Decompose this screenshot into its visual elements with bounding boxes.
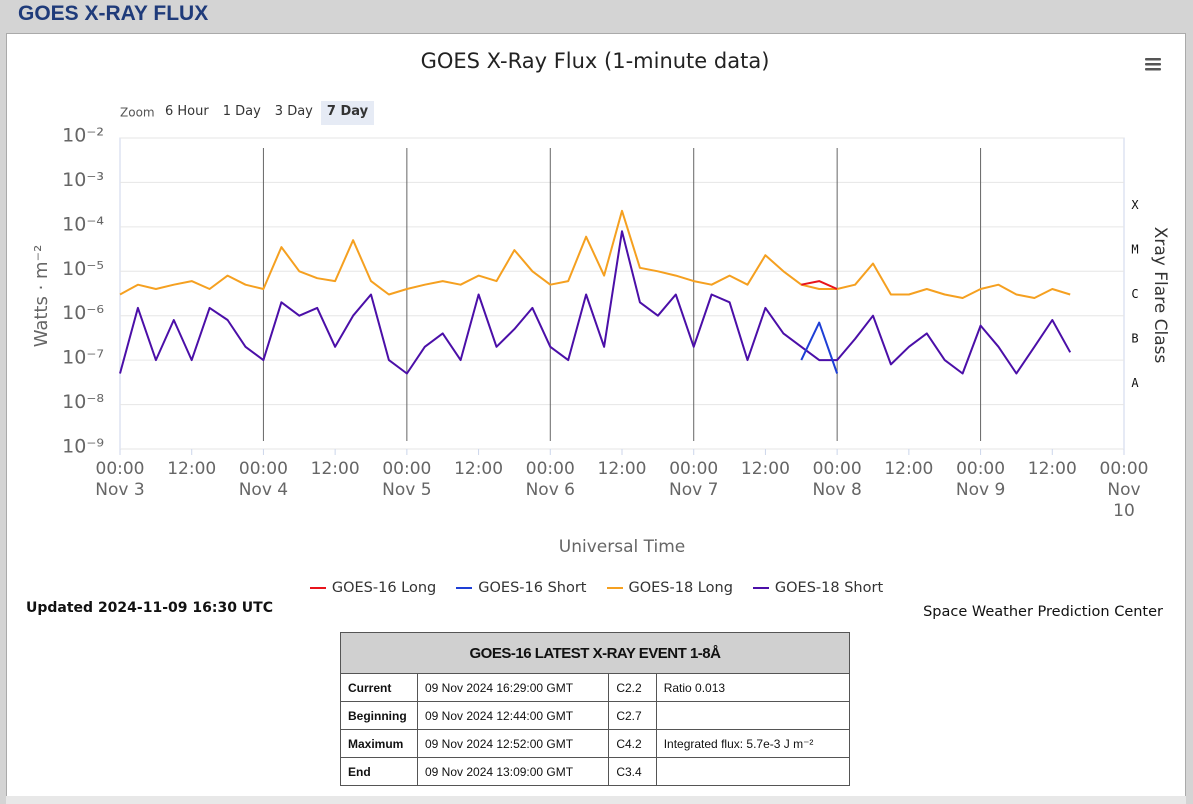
legend-item[interactable]: GOES-18 Short <box>752 580 884 596</box>
scrollbar[interactable] <box>6 796 1186 804</box>
x-tick-label: 12:00 <box>310 459 360 479</box>
legend-swatch <box>606 587 623 589</box>
table-cell: End <box>340 757 418 786</box>
zoom-button[interactable]: 7 Day <box>320 101 375 125</box>
table-title: GOES-16 LATEST X-RAY EVENT 1-8Å <box>340 632 850 674</box>
table-cell: C4.2 <box>608 729 657 758</box>
legend-item[interactable]: GOES-16 Short <box>456 580 587 596</box>
x-axis-title: Universal Time <box>559 537 685 557</box>
table-cell: 09 Nov 2024 13:09:00 GMT <box>416 757 610 786</box>
x-tick-label: 12:00 <box>884 459 934 479</box>
x-tick-label: 00:00 Nov 9 <box>955 459 1006 500</box>
table-cell: C3.4 <box>608 757 657 786</box>
legend-swatch <box>752 587 769 589</box>
table-row: Current 09 Nov 2024 16:29:00 GMT C2.2 Ratio… <box>340 673 851 702</box>
zoom-label: Zoom <box>120 106 155 120</box>
menu-bar[interactable] <box>1145 68 1161 71</box>
x-tick-label: 00:00 Nov 4 <box>238 459 289 500</box>
table-cell: Beginning <box>340 701 418 730</box>
series-line <box>119 230 1072 375</box>
chart-title: GOES X-Ray Flux (1-minute data) <box>421 49 770 73</box>
x-tick-label: 12:00 <box>454 459 504 479</box>
legend-label: GOES-16 Short <box>478 580 587 596</box>
table-cell: Integrated flux: 5.7e-3 J m⁻² <box>655 729 851 758</box>
y-tick-label: 10⁻⁵ <box>62 258 104 280</box>
x-tick-label: 12:00 <box>740 459 790 479</box>
legend: GOES-16 Long GOES-16 Short GOES-18 Long GOE… <box>0 580 1193 596</box>
x-tick-label: 00:00 Nov 10 <box>1099 459 1149 521</box>
y2-tick-label: X <box>1131 198 1139 212</box>
table-cell: Current <box>340 673 418 702</box>
table-cell: C2.2 <box>608 673 657 702</box>
x-tick-label: 00:00 Nov 7 <box>669 459 719 500</box>
y2-axis-title: Xray Flare Class <box>1150 227 1170 364</box>
legend-swatch <box>456 587 473 589</box>
menu-bar[interactable] <box>1145 63 1161 66</box>
x-tick-label: 00:00 Nov 6 <box>525 459 575 500</box>
y-tick-label: 10⁻³ <box>62 169 104 191</box>
table-cell: Maximum <box>340 729 418 758</box>
legend-label: GOES-18 Short <box>774 580 884 596</box>
series-line <box>801 280 838 290</box>
table-cell: Ratio 0.013 <box>655 673 851 702</box>
table-row: Maximum 09 Nov 2024 12:52:00 GMT C4.2 Integ… <box>340 729 851 758</box>
x-tick-label: 12:00 <box>597 459 647 479</box>
y2-tick-label: A <box>1131 376 1139 390</box>
x-tick-label: 12:00 <box>1027 459 1077 479</box>
plot-area <box>119 137 1125 450</box>
x-tick-label: 12:00 <box>167 459 217 479</box>
x-tick-label: 00:00 Nov 8 <box>812 459 862 500</box>
menu-bar[interactable] <box>1145 58 1161 61</box>
x-tick-label: 00:00 Nov 3 <box>95 459 145 500</box>
zoom-button[interactable]: 1 Day <box>222 104 261 119</box>
event-table: GOES-16 LATEST X-RAY EVENT 1-8Å Current 09… <box>340 632 851 786</box>
table-cell: 09 Nov 2024 12:52:00 GMT <box>416 729 610 758</box>
y-tick-label: 10⁻⁴ <box>62 213 104 235</box>
legend-label: GOES-18 Long <box>628 580 733 596</box>
table-cell-empty <box>655 757 851 786</box>
legend-swatch <box>309 587 326 589</box>
table-cell-empty <box>655 701 851 730</box>
y-tick-label: 10⁻⁹ <box>62 436 104 458</box>
y2-tick-label: M <box>1131 243 1138 257</box>
credit-text: Space Weather Prediction Center <box>923 604 1163 620</box>
legend-item[interactable]: GOES-18 Long <box>606 580 733 596</box>
table-cell: 09 Nov 2024 12:44:00 GMT <box>416 701 610 730</box>
x-tick-label: 00:00 Nov 5 <box>382 459 432 500</box>
page-header: GOES X-RAY FLUX <box>18 2 209 25</box>
updated-text: Updated 2024-11-09 16:30 UTC <box>26 600 273 616</box>
y2-tick-label: C <box>1131 287 1138 301</box>
y-tick-label: 10⁻⁶ <box>62 302 104 324</box>
y-tick-label: 10⁻² <box>62 125 104 147</box>
table-row: End 09 Nov 2024 13:09:00 GMT C3.4 <box>340 757 851 786</box>
y-tick-label: 10⁻⁸ <box>62 391 104 413</box>
zoom-button[interactable]: 6 Hour <box>165 104 209 119</box>
series-line <box>119 209 1071 299</box>
menu-icon[interactable] <box>1145 58 1161 71</box>
zoom-button[interactable]: 3 Day <box>274 104 313 119</box>
legend-item[interactable]: GOES-16 Long <box>309 580 437 596</box>
table-row: Beginning 09 Nov 2024 12:44:00 GMT C2.7 <box>340 701 851 730</box>
y-axis-title: Watts · m⁻² <box>31 245 52 348</box>
table-cell: C2.7 <box>608 701 657 730</box>
y-tick-label: 10⁻⁷ <box>62 347 104 369</box>
y2-tick-label: B <box>1131 331 1138 345</box>
legend-label: GOES-16 Long <box>331 580 437 596</box>
table-cell: 09 Nov 2024 16:29:00 GMT <box>416 673 610 702</box>
series-line <box>800 321 839 374</box>
